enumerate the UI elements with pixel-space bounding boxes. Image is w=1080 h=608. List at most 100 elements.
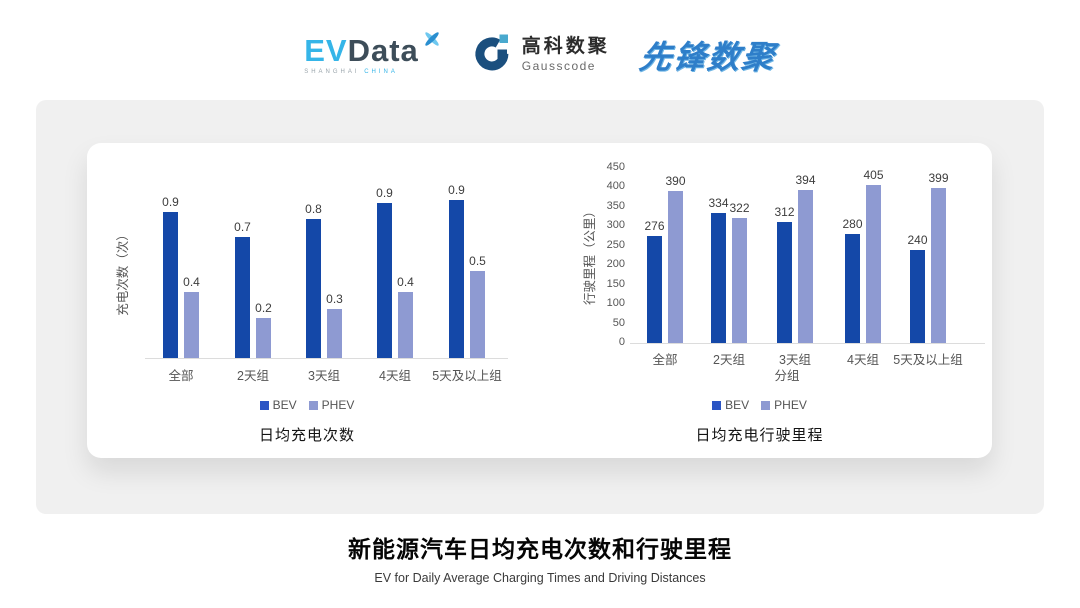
y-tick-250: 250 — [606, 238, 625, 251]
bar-phev-4 — [931, 188, 946, 343]
bar-phev-2 — [327, 309, 342, 358]
evdata-data-text: Data — [347, 33, 419, 68]
evdata-logo: EV Data SHANGHAI CHINA — [304, 32, 441, 75]
gausscode-en-text: Gausscode — [521, 58, 596, 73]
chart-daily-driving-distance: 行驶里程（公里） 分组 BEV PHEV 日均充电行驶里程 0 50 100 150 2… — [527, 143, 992, 458]
bar-bev-0 — [647, 236, 662, 343]
bar-value-phev-4: 0.5 — [469, 254, 486, 268]
bar-value-phev-0: 0.4 — [183, 275, 200, 289]
bar-bev-2 — [306, 219, 321, 358]
bar-value-bev-3: 0.9 — [376, 186, 393, 200]
bar-phev-2 — [798, 190, 813, 343]
bar-bev-1 — [711, 213, 726, 343]
chart-caption-left: 日均充电次数 — [258, 427, 355, 444]
evdata-sub-shanghai: SHANGHAI — [304, 69, 360, 75]
bar-phev-3 — [866, 185, 881, 343]
category-label-3: 4天组 — [379, 369, 411, 383]
evdata-ev-text: EV — [304, 33, 348, 68]
y-tick-300: 300 — [606, 219, 625, 232]
bar-value-bev-1: 0.7 — [234, 220, 251, 234]
chart-daily-charging-times: 充电次数（次） BEV PHEV 日均充电次数 0.9 0.4 全部 0.7 0.2 2天… — [87, 143, 527, 458]
legend-swatch-bev — [259, 400, 269, 410]
legend-swatch-phev — [761, 400, 771, 410]
evdata-sub-china: CHINA — [364, 69, 398, 75]
bar-bev-3 — [377, 203, 392, 358]
bar-value-bev-1: 334 — [708, 196, 729, 210]
y-tick-350: 350 — [606, 199, 625, 212]
bar-value-phev-0: 390 — [665, 174, 686, 188]
bar-phev-0 — [668, 191, 683, 343]
y-tick-150: 150 — [606, 277, 625, 290]
y-axis-label-charging-times: 充电次数（次） — [116, 228, 130, 316]
y-tick-200: 200 — [606, 258, 625, 271]
legend-swatch-bev — [712, 400, 722, 410]
category-label-3: 4天组 — [847, 353, 879, 367]
bar-value-bev-4: 240 — [907, 233, 928, 247]
bar-value-phev-1: 0.2 — [255, 301, 272, 315]
main-title: 新能源汽车日均充电次数和行驶里程 — [348, 536, 732, 562]
x-axis-baseline — [630, 343, 985, 344]
gausscode-logo: 高科数聚 Gausscode — [471, 32, 610, 79]
bar-value-bev-4: 0.9 — [448, 183, 465, 197]
bar-phev-3 — [398, 292, 413, 358]
bar-value-phev-4: 399 — [928, 171, 949, 185]
y-tick-450: 450 — [606, 161, 625, 173]
bar-value-bev-0: 0.9 — [162, 195, 179, 209]
content-panel: 充电次数（次） BEV PHEV 日均充电次数 0.9 0.4 全部 0.7 0.2 2天… — [36, 100, 1044, 514]
category-label-0: 全部 — [652, 353, 678, 367]
bar-value-phev-1: 322 — [729, 201, 750, 215]
gausscode-g-icon — [471, 32, 513, 79]
bar-bev-2 — [777, 222, 792, 343]
main-subtitle: EV for Daily Average Charging Times and … — [374, 571, 706, 585]
footer: 新能源汽车日均充电次数和行驶里程 EV for Daily Average Ch… — [0, 530, 1080, 585]
gausscode-text: 高科数聚 Gausscode — [521, 36, 610, 73]
bar-phev-1 — [256, 318, 271, 358]
category-label-1: 2天组 — [237, 369, 269, 383]
bar-value-bev-3: 280 — [842, 217, 863, 231]
bar-bev-4 — [910, 250, 925, 343]
x-axis-label-group: 分组 — [774, 369, 800, 383]
bar-phev-0 — [184, 292, 199, 358]
bar-bev-3 — [845, 234, 860, 343]
category-label-0: 全部 — [168, 369, 194, 383]
bar-phev-4 — [470, 271, 485, 358]
legend-left: BEV PHEV — [87, 398, 527, 412]
bar-bev-4 — [449, 200, 464, 358]
legend-label-phev: PHEV — [774, 398, 807, 412]
bar-value-phev-3: 0.4 — [397, 275, 414, 289]
y-tick-100: 100 — [606, 297, 625, 310]
legend-item-phev: PHEV — [761, 398, 807, 412]
legend-label-bev: BEV — [272, 398, 297, 412]
bar-bev-0 — [163, 212, 178, 358]
evdata-x-icon — [421, 28, 443, 54]
y-tick-0: 0 — [618, 336, 625, 348]
category-label-1: 2天组 — [713, 353, 745, 367]
category-label-4: 5天及以上组 — [432, 369, 502, 383]
legend-label-phev: PHEV — [321, 398, 355, 412]
bar-value-phev-3: 405 — [863, 168, 884, 182]
bar-value-bev-2: 0.8 — [305, 202, 322, 216]
pioneer-logo: 先锋数聚 — [636, 39, 779, 75]
legend-label-bev: BEV — [725, 398, 750, 412]
evdata-subtitle: SHANGHAI CHINA — [304, 69, 441, 75]
legend-item-bev: BEV — [712, 398, 749, 412]
bar-value-phev-2: 0.3 — [326, 292, 343, 306]
y-tick-400: 400 — [606, 180, 625, 193]
evdata-wordmark: EV Data — [304, 32, 441, 68]
bar-phev-1 — [732, 218, 747, 343]
legend-item-phev: PHEV — [308, 398, 355, 412]
legend-right: BEV PHEV — [527, 398, 992, 412]
legend-swatch-phev — [308, 400, 318, 410]
bar-value-bev-2: 312 — [774, 205, 795, 219]
category-label-2: 3天组 — [308, 369, 340, 383]
category-label-2: 3天组 — [779, 353, 811, 367]
charts-card: 充电次数（次） BEV PHEV 日均充电次数 0.9 0.4 全部 0.7 0.2 2天… — [87, 143, 992, 458]
bar-bev-1 — [235, 237, 250, 358]
x-axis-baseline — [145, 358, 508, 359]
legend-item-bev: BEV — [259, 398, 297, 412]
bar-value-phev-2: 394 — [795, 173, 816, 187]
y-axis-label-driving-distance: 行驶里程（公里） — [583, 205, 597, 306]
header-logos: EV Data SHANGHAI CHINA — [0, 22, 1080, 88]
y-tick-50: 50 — [612, 316, 625, 329]
